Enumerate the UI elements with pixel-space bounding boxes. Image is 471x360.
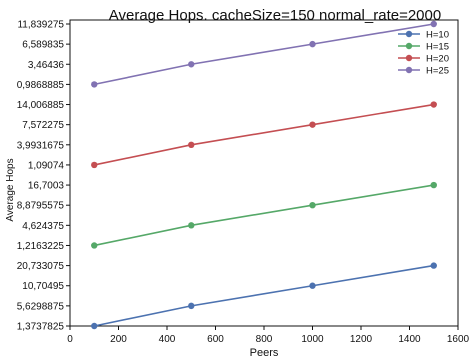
x-tick-label: 1600 — [447, 334, 470, 345]
series-h25 — [91, 20, 437, 88]
series-h20 — [91, 101, 437, 169]
y-axis: 11,839275 6,589835 3,46436 0,9868885 14,0068… — [17, 20, 70, 333]
series-line — [94, 184, 434, 247]
y-tick-label: 1,3737825 — [17, 322, 65, 333]
legend-label: H=10 — [426, 30, 449, 41]
data-point — [309, 40, 316, 48]
x-axis-label: Peers — [250, 347, 279, 359]
y-tick-label: 6,589835 — [22, 40, 64, 51]
x-tick-label: 600 — [207, 334, 224, 345]
x-tick-label: 1000 — [301, 334, 324, 345]
legend-label: H=25 — [426, 66, 449, 77]
data-point — [309, 121, 316, 128]
y-tick-label: 7,572275 — [22, 120, 64, 131]
series-line — [94, 103, 434, 166]
chart-title: Average Hops. cacheSize=150 normal_rate=… — [109, 7, 441, 24]
data-point — [91, 322, 98, 330]
legend-marker — [405, 42, 413, 50]
y-tick-label: 3,46436 — [28, 60, 65, 71]
x-tick-label: 400 — [159, 334, 176, 345]
y-tick-label: 14,006885 — [17, 100, 65, 111]
x-axis: 0 200 400 600 800 1000 1200 1400 1600 — [67, 326, 470, 345]
x-tick-label: 1400 — [398, 334, 421, 345]
data-point — [91, 161, 98, 169]
y-tick-label: 3,9931675 — [17, 140, 65, 151]
data-point — [188, 61, 195, 68]
data-point — [91, 81, 98, 88]
y-tick-label: 20,733075 — [17, 261, 65, 272]
x-tick-label: 1200 — [350, 334, 373, 345]
legend-label: H=20 — [426, 54, 449, 65]
data-point — [430, 262, 437, 269]
data-point — [91, 242, 98, 249]
y-tick-label: 10,70495 — [22, 281, 64, 292]
x-tick-label: 200 — [110, 334, 127, 345]
legend-marker — [405, 66, 413, 74]
data-point — [188, 222, 195, 229]
legend-marker — [405, 54, 413, 62]
legend-marker — [405, 30, 413, 38]
data-point — [309, 282, 316, 289]
y-tick-label: 5,6298875 — [17, 301, 65, 312]
data-point — [309, 202, 316, 209]
legend-label: H=15 — [426, 42, 449, 53]
x-tick-label: 800 — [256, 334, 273, 345]
y-tick-label: 4,624375 — [22, 221, 64, 232]
series-h10 — [91, 262, 437, 330]
y-tick-label: 1,2163225 — [17, 241, 65, 252]
plot-frame — [69, 19, 459, 327]
data-point — [430, 20, 437, 28]
data-point — [188, 302, 195, 310]
legend: H=10H=15H=20H=25 — [398, 30, 449, 77]
y-tick-label: 0,9868885 — [17, 80, 65, 91]
x-tick-label: 0 — [67, 334, 73, 345]
y-tick-label: 16,7003 — [28, 181, 65, 192]
data-point — [430, 101, 437, 108]
series-line — [94, 23, 434, 86]
series-layer — [91, 20, 437, 330]
y-tick-label: 8,8795575 — [17, 201, 65, 212]
data-point — [430, 181, 437, 189]
y-axis-label: Average Hops — [5, 158, 16, 221]
y-tick-label: 11,839275 — [17, 20, 64, 31]
y-tick-label: 1,09074 — [28, 160, 65, 171]
data-point — [188, 141, 195, 148]
series-line — [94, 264, 434, 327]
series-h15 — [91, 181, 437, 249]
